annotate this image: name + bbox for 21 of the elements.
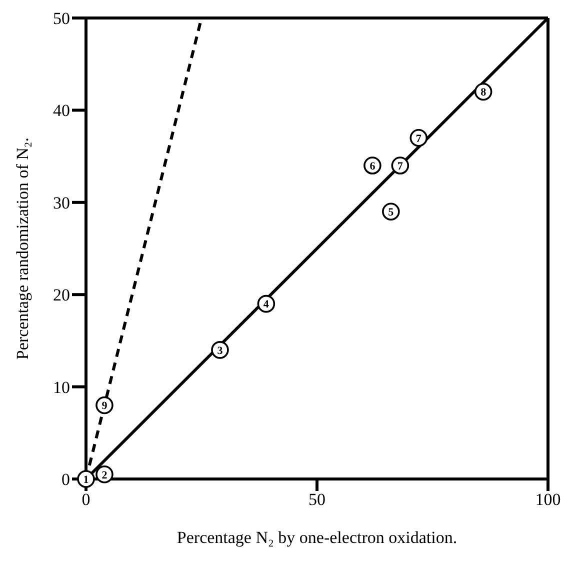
x-tick-label: 0 xyxy=(82,490,90,510)
annotation: 4 xyxy=(263,298,270,311)
annotation: 7 xyxy=(397,160,404,172)
y-tick-label: 30 xyxy=(53,193,70,212)
annotation: 9 xyxy=(102,400,108,412)
annotation: 1 xyxy=(83,474,89,486)
y-tick-label: 50 xyxy=(53,9,70,28)
y-axis-title: Percentage randomization of N₂. xyxy=(13,137,32,360)
x-tick-label: 50 xyxy=(308,490,326,510)
x-axis-title: Percentage N₂ by one-electron oxidation. xyxy=(176,528,458,547)
annotation: 2 xyxy=(102,469,108,482)
annotation: 5 xyxy=(388,206,394,219)
y-tick-label: 10 xyxy=(53,378,70,397)
annotation: 3 xyxy=(217,344,224,357)
y-tick-label: 0 xyxy=(62,470,70,490)
y-tick-label: 20 xyxy=(53,286,70,305)
y-tick-label: 40 xyxy=(53,101,70,120)
annotation: 7 xyxy=(416,132,422,145)
annotation: 6 xyxy=(370,160,376,172)
x-tick-label: 100 xyxy=(535,490,561,510)
annotation: 8 xyxy=(480,86,487,99)
